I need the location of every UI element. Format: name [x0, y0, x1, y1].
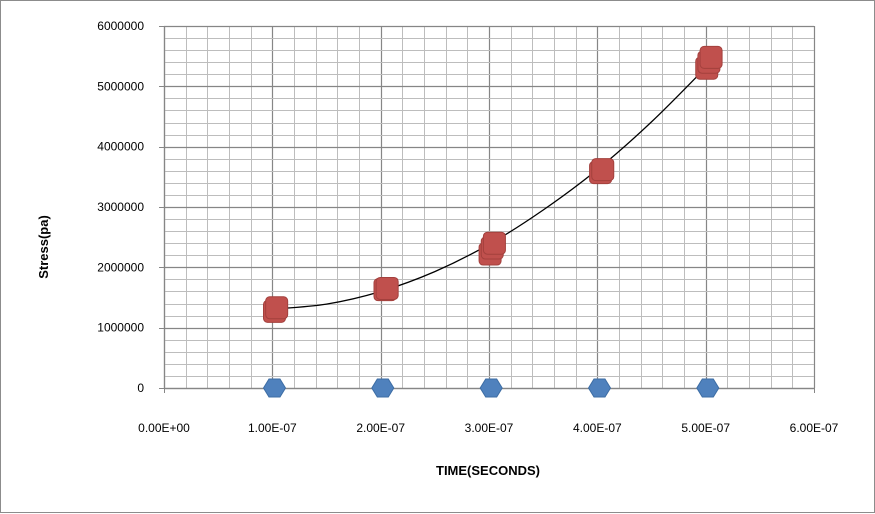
x-tick-label: 2.00E-07 [356, 421, 405, 435]
x-tick-label: 1.00E-07 [248, 421, 297, 435]
data-point-hexagon [479, 378, 503, 398]
axes [159, 26, 815, 393]
x-tick-label: 4.00E-07 [573, 421, 622, 435]
y-tick-label: 2000000 [97, 260, 144, 274]
data-point-square [265, 296, 289, 320]
y-tick-label: 1000000 [97, 321, 144, 335]
x-tick-label: 5.00E-07 [681, 421, 730, 435]
grid [163, 25, 816, 390]
data-point-hexagon [371, 378, 395, 398]
y-tick-label: 0 [137, 381, 144, 395]
x-tick-label: 6.00E-07 [790, 421, 839, 435]
data-point-hexagon [587, 378, 612, 398]
y-axis-title: Stress(pa) [36, 215, 51, 279]
data-point-square [591, 158, 615, 182]
y-tick-label: 5000000 [97, 79, 144, 93]
x-tick-label: 3.00E-07 [465, 421, 514, 435]
y-tick-label: 3000000 [97, 200, 144, 214]
markers [262, 45, 723, 398]
trendline-group [272, 60, 713, 310]
data-point-hexagon [696, 378, 720, 398]
y-tick-labels: 0 1000000 2000000 3000000 4000000 5000000 6000… [97, 19, 144, 395]
trendline [272, 60, 713, 310]
y-tick-label: 6000000 [97, 19, 144, 33]
y-tick-label: 4000000 [97, 140, 144, 154]
x-axis-title: TIME(SECONDS) [436, 463, 540, 478]
data-point-square [375, 276, 399, 300]
data-point-square [699, 45, 723, 69]
x-tick-label: 0.00E+00 [138, 421, 190, 435]
x-tick-labels: 0.00E+00 1.00E-07 2.00E-07 3.00E-07 4.00E-07… [138, 421, 839, 435]
data-point-square [482, 231, 506, 255]
data-point-hexagon [262, 378, 287, 398]
